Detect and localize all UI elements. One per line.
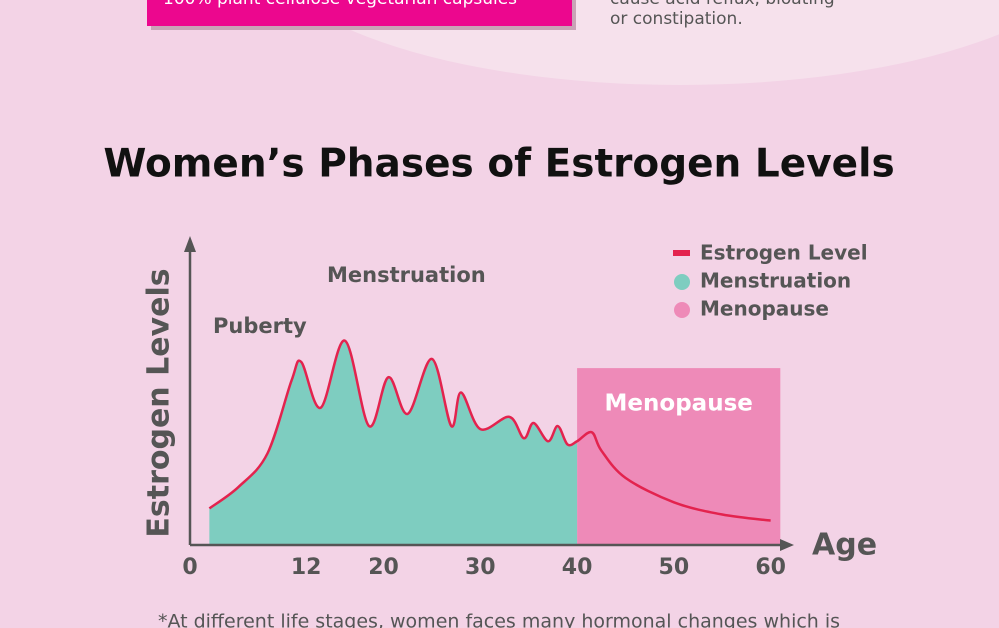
- y-axis-arrow: [184, 236, 196, 252]
- legend-swatch: [674, 274, 690, 290]
- annotation: Puberty: [213, 314, 307, 338]
- y-axis-label: Estrogen Levels: [142, 268, 177, 537]
- legend: Estrogen Level Menstruation Menopause: [673, 241, 868, 321]
- badge-text: 100% plant cellulose vegetarian capsules: [163, 0, 517, 9]
- x-tick-label: 12: [291, 555, 322, 580]
- x-tick-label: 50: [659, 555, 690, 580]
- x-tick-label: 40: [562, 555, 593, 580]
- x-tick-label: 20: [368, 555, 399, 580]
- x-axis-label: Age: [812, 528, 877, 563]
- footnote: *At different life stages, women faces m…: [158, 611, 840, 628]
- x-tick-label: 0: [182, 555, 197, 580]
- legend-label: Estrogen Level: [700, 241, 868, 265]
- note-line: cause acid reflux, bloating: [610, 0, 835, 9]
- estrogen-line: [208, 339, 771, 522]
- x-tick-label: 60: [755, 555, 786, 580]
- legend-swatch: [674, 302, 690, 318]
- x-axis-arrow: [780, 539, 794, 551]
- plot: Menopause 0 12 20 30 40 50 60 Estrogen Level Mens…: [182, 236, 868, 580]
- legend-swatch: [673, 250, 690, 256]
- annotation: Menstruation: [327, 263, 486, 287]
- menopause-region: [577, 368, 781, 545]
- legend-label: Menstruation: [700, 269, 851, 293]
- menstruation-area: [209, 340, 578, 545]
- chart-title: Women’s Phases of Estrogen Levels: [103, 142, 894, 187]
- note-line: or constipation.: [610, 9, 743, 29]
- legend-label: Menopause: [700, 297, 829, 321]
- x-tick-label: 30: [465, 555, 496, 580]
- region-label: Menopause: [605, 391, 753, 417]
- badge: [147, 0, 572, 26]
